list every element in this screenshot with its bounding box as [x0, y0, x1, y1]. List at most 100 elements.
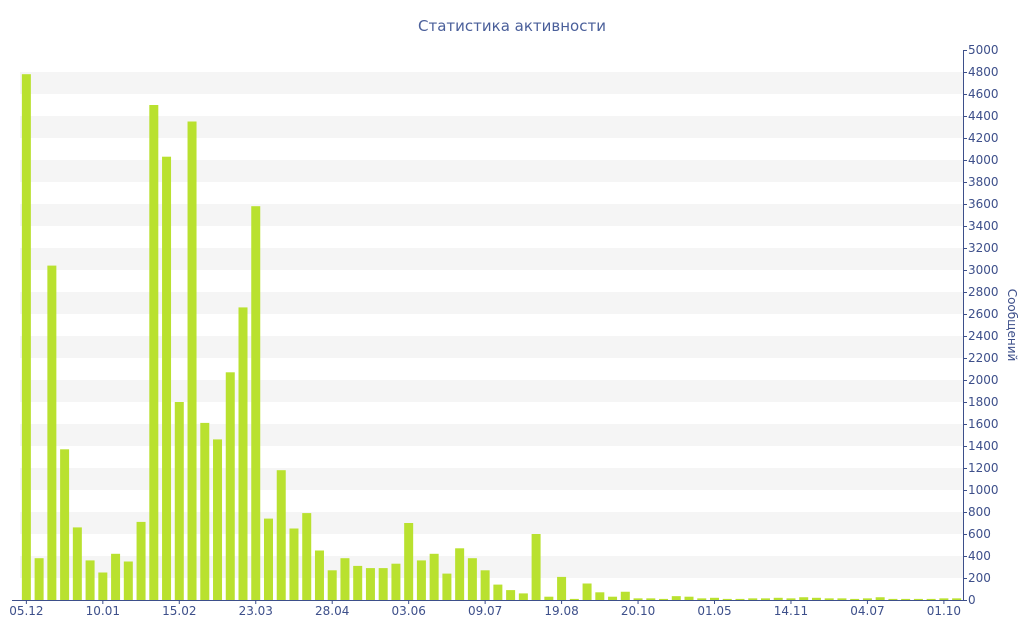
bar — [238, 307, 248, 600]
bar — [531, 534, 541, 600]
grid-band — [20, 468, 963, 490]
bar — [455, 548, 465, 600]
x-tick-label: 03.06 — [391, 604, 425, 618]
bar — [98, 572, 108, 600]
bar — [225, 372, 235, 600]
bar — [340, 558, 350, 600]
y-tick-label: 1000 — [968, 483, 999, 497]
y-axis-label: Сообщений — [1005, 289, 1019, 362]
x-axis: 05.12 10.01 15.02 23.03 28.04 03.06 09.07 19.08… — [9, 600, 963, 618]
bar — [467, 558, 477, 600]
bar — [302, 513, 312, 600]
bar — [646, 598, 656, 600]
bar — [404, 523, 414, 600]
grid-band — [20, 336, 963, 358]
y-tick-label: 3200 — [968, 241, 999, 255]
bar — [314, 550, 324, 600]
bar — [47, 265, 57, 600]
grid-band — [20, 248, 963, 270]
y-tick-label: 1800 — [968, 395, 999, 409]
y-tick-label: 2200 — [968, 351, 999, 365]
grid-band — [20, 556, 963, 578]
x-tick-label: 15.02 — [162, 604, 196, 618]
y-tick-label: 3000 — [968, 263, 999, 277]
bar — [493, 584, 503, 600]
bar — [365, 568, 375, 600]
grid-band — [20, 292, 963, 314]
bar — [608, 596, 618, 600]
bar — [722, 598, 732, 600]
grid-band — [20, 512, 963, 534]
y-tick-label: 600 — [968, 527, 991, 541]
y-tick-label: 4200 — [968, 131, 999, 145]
bar — [735, 598, 745, 600]
bar — [60, 449, 70, 600]
bar — [162, 156, 172, 600]
grid-bands — [20, 72, 963, 578]
bar — [200, 422, 210, 600]
y-tick-label: 3400 — [968, 219, 999, 233]
y-tick-label: 200 — [968, 571, 991, 585]
x-tick-label: 10.01 — [86, 604, 120, 618]
grid-band — [20, 116, 963, 138]
bar — [85, 560, 95, 600]
bar — [518, 593, 528, 600]
y-tick-label: 3800 — [968, 175, 999, 189]
bar — [174, 402, 184, 600]
grid-band — [20, 424, 963, 446]
bar — [926, 598, 936, 600]
bar-series — [21, 74, 962, 600]
bar — [710, 597, 720, 600]
grid-band — [20, 380, 963, 402]
grid-band — [20, 204, 963, 226]
bar — [353, 565, 363, 600]
bar — [582, 583, 592, 600]
bar — [659, 598, 669, 600]
bar — [251, 206, 261, 600]
bar — [901, 598, 911, 600]
bar — [557, 576, 567, 600]
bar — [850, 598, 860, 600]
grid-band — [20, 160, 963, 182]
x-tick-label: 23.03 — [239, 604, 273, 618]
bar — [875, 597, 885, 600]
x-tick-label: 19.08 — [544, 604, 578, 618]
y-tick-label: 4600 — [968, 87, 999, 101]
bar — [187, 121, 197, 600]
grid-band — [20, 72, 963, 94]
bar — [276, 470, 286, 600]
x-tick-label: 01.05 — [697, 604, 731, 618]
bar — [480, 570, 490, 600]
bar — [289, 528, 299, 600]
y-tick-label: 1200 — [968, 461, 999, 475]
bar — [671, 596, 681, 600]
y-tick-label: 4800 — [968, 65, 999, 79]
bar — [123, 561, 133, 600]
bar — [799, 597, 809, 600]
bar — [913, 598, 923, 600]
bar — [263, 518, 273, 600]
y-tick-label: 2800 — [968, 285, 999, 299]
y-tick-label: 3600 — [968, 197, 999, 211]
bar — [786, 598, 796, 600]
bar — [837, 598, 847, 600]
x-tick-label: 09.07 — [468, 604, 502, 618]
chart-title: Статистика активности — [418, 17, 606, 35]
bar — [620, 591, 630, 600]
y-tick-label: 2400 — [968, 329, 999, 343]
bar — [506, 590, 516, 600]
bar — [760, 598, 770, 600]
bar — [378, 568, 388, 600]
bar — [595, 592, 605, 600]
bar — [111, 553, 121, 600]
y-tick-label: 0 — [968, 593, 976, 607]
bar — [391, 563, 401, 600]
bar — [149, 105, 159, 600]
bar — [416, 560, 426, 600]
bar — [939, 598, 949, 600]
y-tick-label: 800 — [968, 505, 991, 519]
bar — [824, 598, 834, 600]
y-tick-label: 2600 — [968, 307, 999, 321]
bar — [544, 596, 554, 600]
